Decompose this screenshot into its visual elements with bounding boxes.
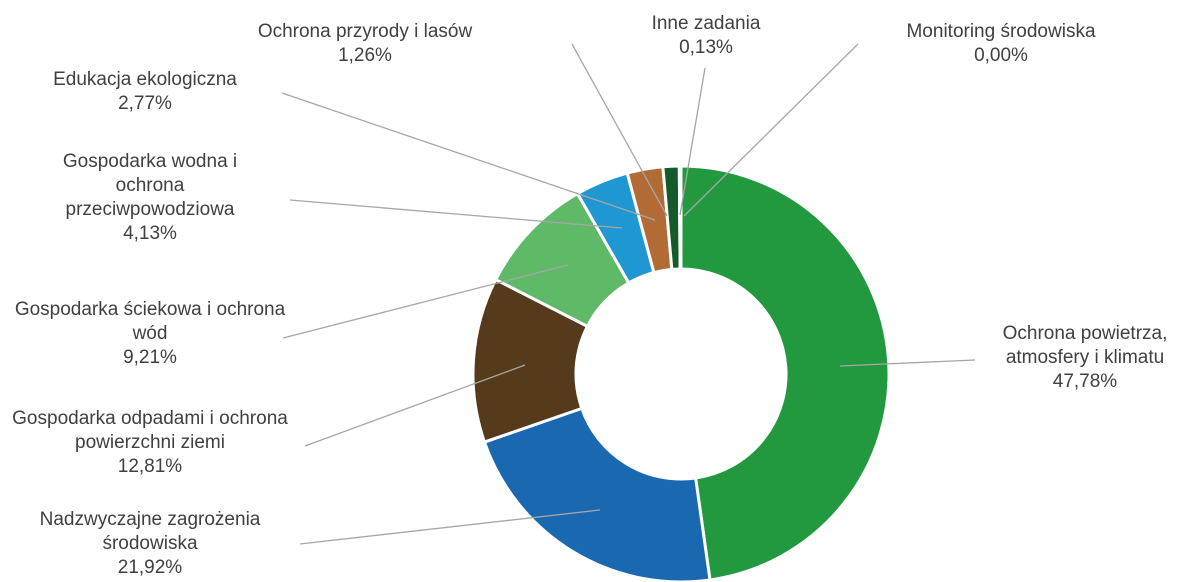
category-label: Ochrona przyrody i lasów (257, 21, 473, 42)
category-label: Gospodarka odpadami i ochrona powierzchn… (12, 408, 288, 453)
value-label: 1,26% (338, 45, 392, 66)
value-label: 47,78% (1052, 371, 1118, 392)
category-label: Inne zadania (651, 13, 761, 34)
category-label: Monitoring środowiska (906, 21, 1096, 42)
data-label: Nadzwyczajne zagrożenia środowiska 21,92% (0, 508, 300, 580)
leader-line (679, 67, 706, 216)
category-label: Gospodarka wodna i ochrona przeciwpowodz… (62, 151, 238, 220)
data-label: Gospodarka ściekowa i ochrona wód 9,21% (5, 298, 295, 370)
leader-line (282, 264, 569, 339)
value-label: 21,92% (117, 557, 183, 578)
data-label: Gospodarka odpadami i ochrona powierzchn… (0, 407, 300, 479)
leader-line (304, 364, 526, 447)
category-label: Ochrona powietrza, atmosfery i klimatu (1002, 323, 1168, 368)
data-label: Ochrona powietrza, atmosfery i klimatu 47… (975, 322, 1195, 394)
leader-line (571, 43, 668, 217)
leader-line (683, 43, 859, 217)
leader-line (289, 199, 623, 229)
data-label: Inne zadania 0,13% (606, 12, 806, 60)
data-label: Gospodarka wodna i ochrona przeciwpowodz… (35, 150, 265, 246)
donut-slice (679, 164, 891, 582)
leader-line (839, 359, 976, 367)
category-label: Edukacja ekologiczna (53, 69, 237, 90)
value-label: 2,77% (118, 93, 172, 114)
value-label: 0,13% (679, 37, 733, 58)
value-label: 0,00% (974, 45, 1028, 66)
value-label: 12,81% (117, 456, 183, 477)
value-label: 4,13% (123, 223, 177, 244)
data-label: Monitoring środowiska 0,00% (851, 20, 1151, 68)
category-label: Gospodarka ściekowa i ochrona wód (14, 299, 286, 344)
donut-slice (482, 406, 712, 582)
leader-line (281, 92, 656, 221)
data-label: Ochrona przyrody i lasów 1,26% (215, 20, 515, 68)
value-label: 9,21% (123, 347, 177, 368)
leader-line (299, 509, 601, 545)
data-label: Edukacja ekologiczna 2,77% (0, 68, 295, 116)
category-label: Nadzwyczajne zagrożenia środowiska (39, 509, 261, 554)
